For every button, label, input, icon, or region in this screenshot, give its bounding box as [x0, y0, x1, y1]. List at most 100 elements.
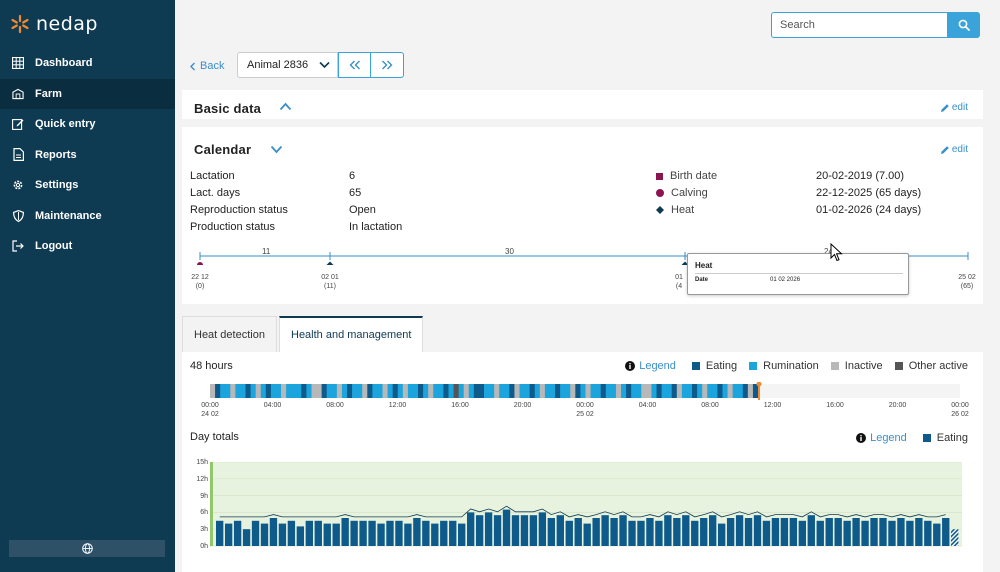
eating-bar [323, 523, 331, 546]
field-label: Lactation [190, 170, 235, 182]
back-link[interactable]: Back [189, 60, 224, 72]
logout-icon [12, 240, 24, 252]
eating-bar [789, 518, 798, 546]
eating-bar [655, 520, 663, 546]
search-button[interactable] [947, 12, 980, 38]
chevron-down-icon[interactable] [270, 145, 283, 154]
activity-segment [382, 384, 388, 398]
eating-bar [861, 520, 869, 546]
eating-bar [287, 520, 296, 546]
back-label: Back [200, 60, 225, 72]
eating-bar [592, 518, 600, 546]
activity-segment [473, 384, 480, 398]
eating-bar [897, 518, 905, 546]
eating-bar [395, 520, 403, 546]
legend-item-eating: Eating [691, 360, 737, 372]
activity-segment [671, 384, 678, 398]
activity-segment [585, 384, 591, 398]
activity-segment [651, 384, 657, 398]
chevron-left-icon [190, 62, 195, 70]
eating-bar [332, 523, 340, 546]
language-selector[interactable] [9, 540, 165, 557]
edit-label: edit [951, 102, 968, 113]
eating-bar [368, 520, 376, 546]
sidebar-item-maintenance[interactable]: Maintenance [0, 201, 175, 232]
activity-segment [255, 384, 262, 398]
eating-bar [762, 520, 771, 546]
eating-bar [547, 518, 556, 546]
eating-bar [216, 520, 224, 546]
eating-bar [377, 523, 385, 546]
chevron-up-icon[interactable] [279, 102, 292, 111]
eating-bar [798, 520, 806, 546]
calendar-edit-link[interactable]: edit [940, 144, 968, 155]
sidebar-item-dashboard[interactable]: Dashboard [0, 48, 175, 79]
activity-segment [311, 384, 317, 398]
legend-link: Legend [870, 432, 907, 444]
activity-segment [438, 384, 444, 398]
nedap-logo[interactable]: nedap [10, 12, 98, 36]
activity-segment [494, 384, 500, 398]
search-input[interactable] [771, 12, 947, 38]
activity-segment [747, 384, 754, 398]
next-animal-button[interactable] [370, 52, 404, 78]
activity-segment [514, 384, 520, 398]
activity-segment [565, 384, 571, 398]
activity-segment [245, 384, 251, 398]
pencil-icon [940, 145, 949, 154]
calendar-panel: Calendar edit Lactation 6 Lact. days 65 … [182, 127, 983, 304]
shield-icon [12, 209, 24, 222]
activity-segment [377, 384, 383, 398]
sidebar-item-quick-entry[interactable]: Quick entry [0, 109, 175, 140]
hour-tick-label: 04:00 [638, 402, 657, 409]
activity-segment [478, 384, 485, 398]
chevron-down-icon [319, 61, 330, 69]
eating-bar [942, 518, 950, 546]
activity-segment [737, 384, 744, 398]
basic-data-edit-link[interactable]: edit [940, 102, 968, 113]
activity-segment [534, 384, 541, 398]
sidebar-item-settings[interactable]: Settings [0, 170, 175, 201]
event-value: 22-12-2025 (65 days) [816, 187, 922, 199]
activity-segment [646, 384, 652, 398]
animal-select-value: Animal 2836 [247, 59, 309, 71]
field-label: Production status [190, 221, 275, 233]
sidebar-item-label: Settings [35, 179, 79, 192]
date-tick-label: 25 02 [576, 411, 594, 418]
tab-health-and-management[interactable]: Health and management [279, 316, 424, 352]
eating-bar [574, 518, 582, 546]
hour-tick-label: 00:00 [201, 402, 219, 409]
sidebar-item-reports[interactable]: Reports [0, 140, 175, 171]
activity-segment [412, 384, 419, 398]
basic-data-panel: Basic data edit [182, 90, 983, 119]
activity-segment [605, 384, 612, 398]
timeline-date: 02 01 [321, 274, 339, 281]
activity-segment [347, 384, 353, 398]
legend-toggle[interactable]: Legend [856, 432, 907, 444]
activity-segment [484, 384, 490, 398]
field-label: Reproduction status [190, 204, 288, 216]
animal-select[interactable]: Animal 2836 [237, 52, 338, 78]
eating-bar [673, 518, 681, 546]
activity-segment [686, 384, 693, 398]
eating-bar [825, 518, 833, 546]
basic-data-title: Basic data [194, 101, 262, 116]
eating-bar [664, 515, 672, 546]
eating-bar-partial [951, 529, 959, 546]
activity-segment [331, 384, 338, 398]
activity-segment [712, 384, 718, 398]
info-icon [625, 361, 636, 371]
eating-bar [484, 512, 493, 546]
eating-bar [619, 515, 627, 546]
previous-animal-button[interactable] [338, 52, 371, 78]
barn-icon [12, 88, 24, 100]
hours48-legend: Legend Eating Rumination Inactive Other … [625, 360, 968, 372]
sidebar-item-logout[interactable]: Logout [0, 231, 175, 262]
heat-legend: Heat [656, 204, 694, 216]
tab-heat-detection[interactable]: Heat detection [182, 316, 277, 352]
legend-toggle[interactable]: Legend [625, 360, 676, 372]
hour-tick-label: 12:00 [388, 402, 407, 409]
field-value: In lactation [349, 221, 403, 233]
sidebar-item-farm[interactable]: Farm [0, 78, 175, 109]
edit-icon [12, 118, 24, 131]
